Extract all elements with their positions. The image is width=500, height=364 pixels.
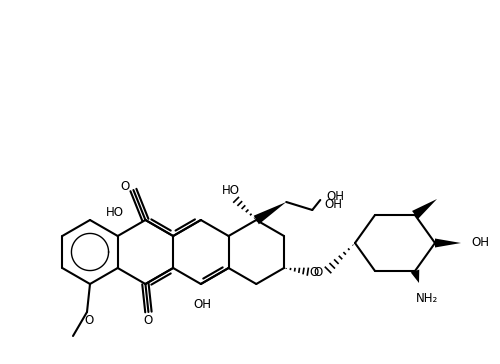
Text: HO: HO <box>106 206 124 218</box>
Text: OH: OH <box>194 298 212 311</box>
Polygon shape <box>412 199 437 219</box>
Text: OH: OH <box>471 237 489 249</box>
Text: O: O <box>314 265 322 278</box>
Text: HO: HO <box>222 183 240 197</box>
Text: O: O <box>310 265 318 278</box>
Text: NH₂: NH₂ <box>416 293 438 305</box>
Text: O: O <box>121 181 130 194</box>
Polygon shape <box>435 238 461 248</box>
Text: O: O <box>84 313 94 327</box>
Polygon shape <box>254 202 286 224</box>
Polygon shape <box>410 270 420 283</box>
Text: OH: OH <box>326 190 344 202</box>
Text: OH: OH <box>324 198 342 210</box>
Text: O: O <box>144 313 153 327</box>
